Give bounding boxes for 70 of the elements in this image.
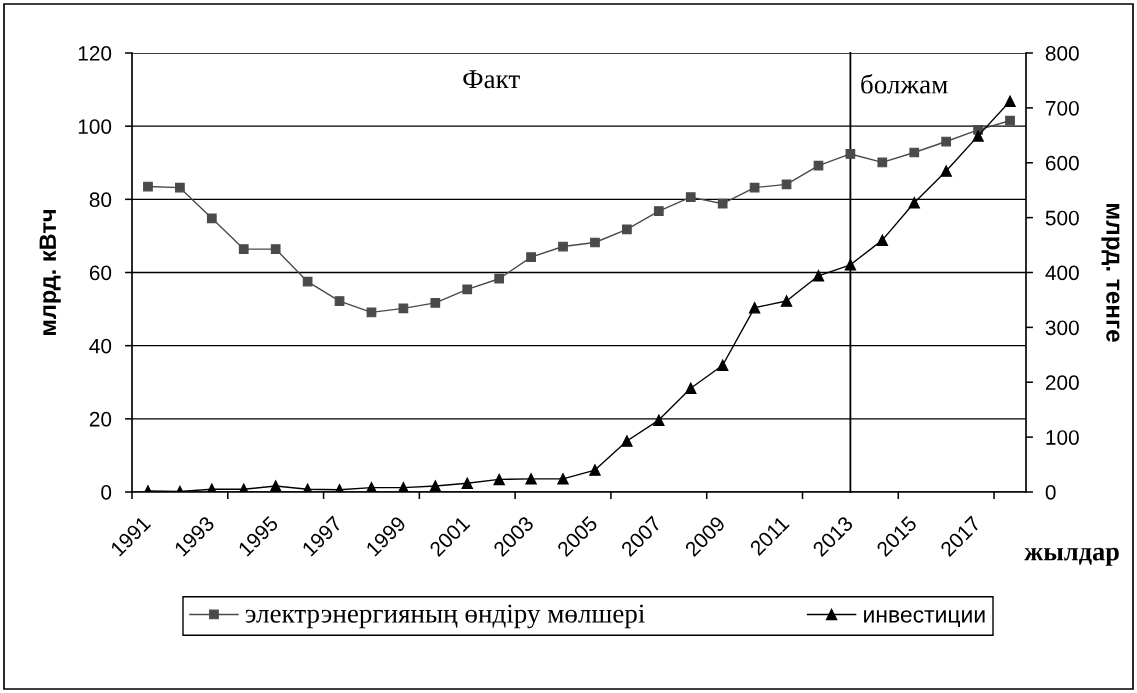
point: [334, 296, 345, 306]
y-axis-title: млрд. кВтч: [39, 210, 61, 335]
point: [557, 473, 569, 485]
point: [397, 481, 410, 492]
point: [590, 237, 600, 248]
point: [972, 130, 984, 142]
point: [812, 270, 825, 282]
point: [175, 182, 185, 193]
point: [813, 160, 824, 171]
point: [558, 241, 568, 252]
point: [143, 181, 153, 192]
point: [525, 473, 537, 485]
point: [685, 192, 696, 202]
y-tick-label: 60: [89, 265, 112, 281]
point: [589, 464, 601, 476]
point: [462, 284, 473, 295]
y-tick-label: 40: [89, 338, 112, 354]
point: [398, 303, 409, 314]
point: [269, 480, 282, 492]
point: [940, 165, 952, 177]
point: [845, 149, 856, 159]
y-tick-label: 100: [78, 119, 112, 134]
point: [780, 295, 793, 307]
y-tick-label: 120: [78, 46, 112, 61]
point: [716, 359, 729, 372]
point: [876, 234, 889, 246]
point: [526, 252, 536, 262]
y2-tick-label: 300: [1045, 320, 1079, 336]
point: [748, 301, 761, 314]
point: [429, 480, 442, 492]
y-tick-label: 0: [101, 485, 112, 500]
y2-tick-label: 200: [1045, 375, 1079, 390]
annotation: болжам: [861, 73, 948, 94]
y2-tick-label: 100: [1046, 430, 1079, 445]
point: [941, 136, 952, 147]
point: [717, 198, 728, 209]
y2-tick-label: 600: [1045, 155, 1079, 171]
point: [430, 298, 441, 308]
y2-axis-title: млрд. тенге: [1101, 204, 1120, 342]
y-tick-label: 80: [89, 192, 112, 208]
point: [1005, 115, 1015, 126]
y2-tick-label: 700: [1045, 100, 1079, 116]
point: [909, 147, 920, 158]
point: [270, 244, 281, 254]
y-tick-label: 20: [89, 411, 112, 427]
point: [494, 273, 505, 284]
point: [877, 157, 888, 168]
point: [621, 435, 633, 447]
point: [461, 477, 474, 489]
point: [365, 481, 378, 492]
point: [238, 244, 249, 254]
point: [1004, 95, 1016, 108]
legend-label: электрэнергияның өндіру мөлшері: [245, 604, 645, 629]
point: [206, 213, 217, 224]
point: [908, 197, 921, 209]
point: [781, 179, 792, 190]
y2-tick-label: 400: [1045, 265, 1079, 281]
point: [493, 473, 505, 486]
legend-label: инвестиции: [864, 610, 985, 628]
y2-tick-label: 500: [1045, 210, 1079, 226]
y2-tick-label: 800: [1045, 46, 1079, 61]
point: [653, 414, 665, 426]
x-axis-title: жылдар: [1024, 547, 1119, 566]
point: [684, 382, 697, 395]
y2-tick-label: 0: [1045, 485, 1056, 500]
point: [653, 206, 664, 216]
annotation: Факт: [463, 70, 520, 89]
point: [302, 276, 313, 287]
point: [622, 224, 632, 235]
point: [844, 259, 857, 271]
